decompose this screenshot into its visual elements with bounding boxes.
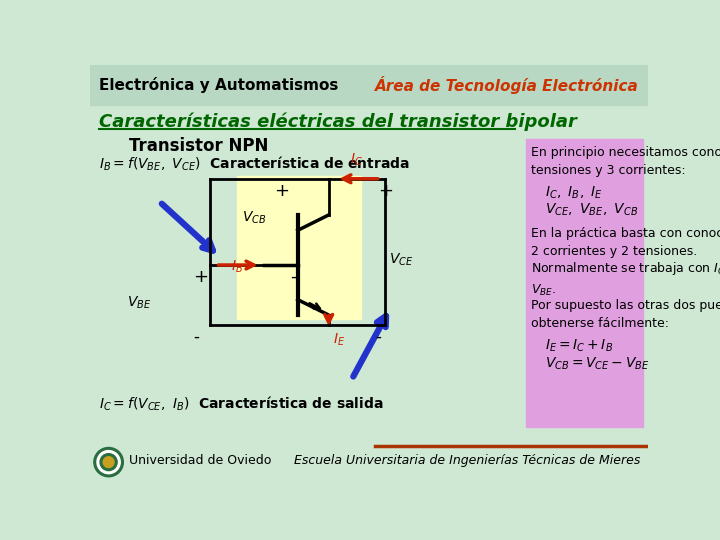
Text: Área de Tecnología Electrónica: Área de Tecnología Electrónica bbox=[375, 76, 639, 94]
Text: $I_C$: $I_C$ bbox=[350, 152, 362, 168]
Text: -: - bbox=[193, 327, 199, 346]
Text: Escuela Universitaria de Ingenierías Técnicas de Mieres: Escuela Universitaria de Ingenierías Téc… bbox=[294, 454, 640, 467]
Text: Universidad de Oviedo: Universidad de Oviedo bbox=[129, 454, 271, 467]
Bar bbox=[90, 65, 648, 105]
Text: Normalmente se trabaja con $I_C$, $I_B$, $V_{CE}$ y
$V_{BE}$.: Normalmente se trabaja con $I_C$, $I_B$,… bbox=[531, 260, 720, 298]
Text: $I_E = I_C + I_B$: $I_E = I_C + I_B$ bbox=[545, 338, 613, 354]
Circle shape bbox=[103, 457, 114, 468]
Text: +: + bbox=[193, 268, 208, 286]
Text: -: - bbox=[375, 327, 381, 346]
Circle shape bbox=[94, 448, 123, 477]
Text: En la práctica basta con conocer solo
2 corrientes y 2 tensiones.: En la práctica basta con conocer solo 2 … bbox=[531, 226, 720, 258]
Text: $V_{BE}$: $V_{BE}$ bbox=[127, 294, 151, 310]
Circle shape bbox=[100, 454, 117, 470]
Text: $I_C,\ I_B,\ I_E$: $I_C,\ I_B,\ I_E$ bbox=[545, 185, 603, 201]
Text: Transistor NPN: Transistor NPN bbox=[129, 137, 268, 155]
Text: En principio necesitamos conocer 3
tensiones y 3 corrientes:: En principio necesitamos conocer 3 tensi… bbox=[531, 146, 720, 178]
Text: $V_{CB}$: $V_{CB}$ bbox=[242, 210, 266, 226]
Bar bbox=[526, 139, 644, 428]
Circle shape bbox=[97, 450, 120, 474]
Text: +: + bbox=[274, 182, 289, 200]
Text: -: - bbox=[290, 268, 297, 286]
Text: $I_E$: $I_E$ bbox=[333, 332, 346, 348]
Text: +: + bbox=[378, 182, 393, 200]
Text: $I_B$: $I_B$ bbox=[231, 259, 243, 275]
Text: Electrónica y Automatismos: Electrónica y Automatismos bbox=[99, 77, 338, 93]
Text: $V_{CE},\ V_{BE},\ V_{CB}$: $V_{CE},\ V_{BE},\ V_{CB}$ bbox=[545, 202, 638, 218]
Text: $I_B = f(V_{BE},\ V_{CE})$  Característica de entrada: $I_B = f(V_{BE},\ V_{CE})$ Característic… bbox=[99, 154, 410, 172]
Bar bbox=[238, 177, 361, 319]
Text: Por supuesto las otras dos pueden
obtenerse fácilmente:: Por supuesto las otras dos pueden obtene… bbox=[531, 299, 720, 330]
Text: $V_{CE}$: $V_{CE}$ bbox=[389, 252, 413, 268]
Text: $V_{CB} = V_{CE} - V_{BE}$: $V_{CB} = V_{CE} - V_{BE}$ bbox=[545, 356, 649, 372]
Text: Características eléctricas del transistor bipolar: Características eléctricas del transisto… bbox=[99, 112, 577, 131]
Text: $I_C = f(V_{CE},\ I_B)$  Característica de salida: $I_C = f(V_{CE},\ I_B)$ Característica d… bbox=[99, 394, 384, 413]
